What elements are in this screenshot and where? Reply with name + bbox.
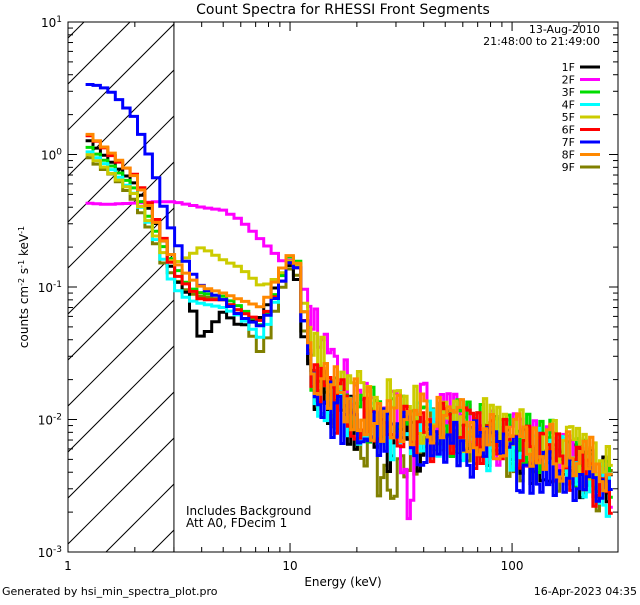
x-tick-label: 100 [501,559,524,573]
legend-label-5f: 5F [562,111,575,124]
x-axis-label: Energy (keV) [304,575,381,589]
hatch-line [0,0,68,552]
footer-timestamp: 16-Apr-2023 04:35 [534,585,637,598]
hatch-line [68,345,174,453]
y-tick-label: 10-1 [38,280,62,295]
date-label: 13-Aug-2010 [529,23,600,36]
excluded-region-hatch [0,0,174,552]
hatch-line [68,69,174,177]
footer-generated-by: Generated by hsi_min_spectra_plot.pro [2,585,218,598]
y-tick-label: 101 [41,15,62,30]
x-tick-label: 1 [64,559,72,573]
hatch-line [68,115,174,223]
hatch-line [68,437,174,545]
annotation-background: Includes Background [186,504,311,518]
legend-label-4f: 4F [562,99,575,112]
y-tick-label: 10-2 [38,413,62,428]
legend-label-7f: 7F [562,136,575,149]
hatch-line [68,391,174,499]
legend-label-2f: 2F [562,74,575,87]
hatch-line [68,253,174,361]
x-tick-label: 10 [282,559,297,573]
time-range-label: 21:48:00 to 21:49:00 [483,35,600,48]
y-tick-label: 100 [41,148,62,163]
legend-label-8f: 8F [562,149,575,162]
legend-label-3f: 3F [562,86,575,99]
legend-label-1f: 1F [562,61,575,74]
legend-label-6f: 6F [562,124,575,137]
series-8f-line [85,132,613,493]
series-layer [85,83,613,521]
hatch-line [68,23,174,131]
axis-ticks: 1 10 100 101 100 10-1 10-2 10-3 [38,15,619,573]
annotation-attenuator: Att A0, FDecim 1 [186,516,287,530]
y-tick-label: 10-3 [38,545,62,560]
chart-title: Count Spectra for RHESSI Front Segments [196,2,490,18]
y-axis-label: counts cm-2 s-1 keV-1 [17,226,31,348]
legend-label-9f: 9F [562,161,575,174]
hatch-line [68,207,174,315]
